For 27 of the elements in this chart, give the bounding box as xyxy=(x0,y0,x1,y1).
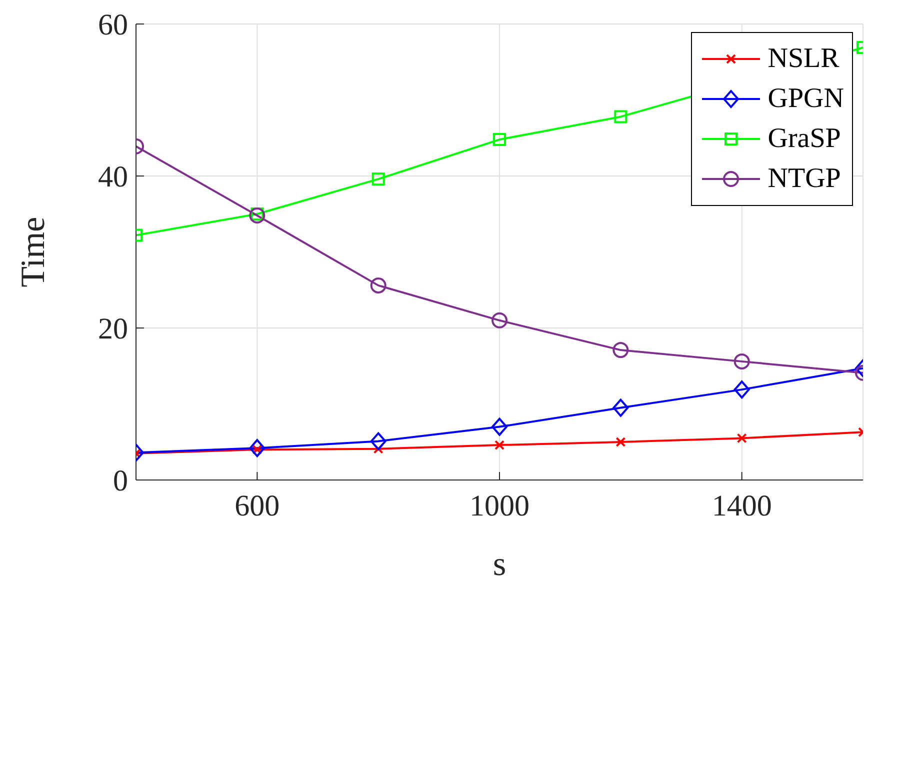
point xyxy=(612,398,629,417)
point xyxy=(372,172,385,186)
y-tick-label: 60 xyxy=(98,8,128,42)
point xyxy=(734,353,750,370)
y-axis-title: Time xyxy=(15,216,52,288)
x-tick-label: 600 xyxy=(234,489,280,522)
point xyxy=(370,277,386,294)
point xyxy=(249,439,266,458)
point xyxy=(492,418,508,436)
legend-label: GPGN xyxy=(768,83,844,115)
point xyxy=(370,432,386,450)
point xyxy=(492,312,508,328)
y-tick-label: 20 xyxy=(98,312,128,346)
point xyxy=(249,208,266,224)
legend-label: NTGP xyxy=(768,163,841,195)
y-tick-label: 40 xyxy=(98,160,128,194)
legend-label: NSLR xyxy=(768,43,840,75)
x-tick-label: 1000 xyxy=(470,489,530,522)
point xyxy=(493,133,506,146)
point xyxy=(734,380,750,399)
x-tick-label: 1400 xyxy=(712,489,772,522)
point xyxy=(614,110,628,124)
legend-label: GraSP xyxy=(768,123,841,155)
x-axis-title: s xyxy=(492,546,506,583)
point xyxy=(250,208,264,220)
y-tick-label: 0 xyxy=(113,464,128,498)
point xyxy=(612,342,629,358)
